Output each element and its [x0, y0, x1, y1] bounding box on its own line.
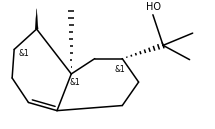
Text: HO: HO	[146, 2, 161, 12]
Text: &1: &1	[115, 65, 126, 74]
Text: &1: &1	[19, 49, 30, 58]
Text: &1: &1	[70, 78, 81, 87]
Polygon shape	[35, 9, 38, 29]
